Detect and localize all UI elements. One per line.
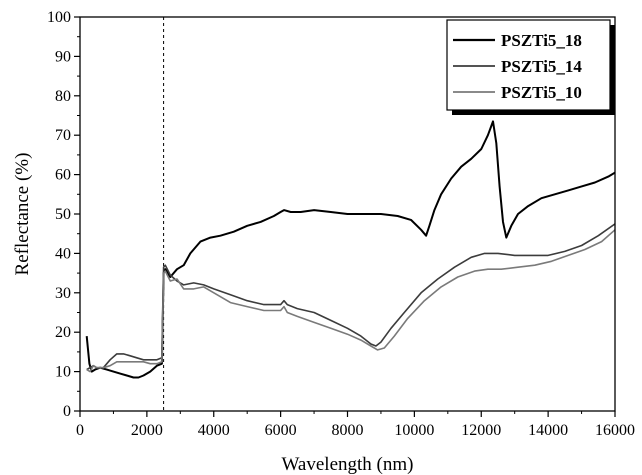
series-line-pszti5-18 <box>85 120 615 379</box>
x-axis-title: Wavelength (nm) <box>282 454 414 475</box>
y-tick-label: 10 <box>55 364 71 381</box>
x-tick-label: 4000 <box>198 422 230 439</box>
y-tick-label: 50 <box>55 206 71 223</box>
x-tick-label: 12000 <box>461 422 501 439</box>
series-lines <box>85 120 615 379</box>
y-tick-label: 60 <box>55 167 71 184</box>
y-tick-label: 100 <box>47 9 71 26</box>
y-tick-label: 20 <box>55 324 71 341</box>
y-tick-label: 70 <box>55 127 71 144</box>
x-tick-label: 16000 <box>595 422 635 439</box>
legend-label-pszti5-10: PSZTi5_10 <box>501 83 582 102</box>
x-tick-label: 2000 <box>131 422 163 439</box>
y-axis-title: Reflectance (%) <box>12 153 33 276</box>
y-tick-label: 80 <box>55 88 71 105</box>
y-tick-label: 90 <box>55 48 71 65</box>
plot-area <box>85 17 615 411</box>
y-tick-label: 0 <box>63 403 71 420</box>
axes: 0 2000 4000 6000 8000 10000 12000 14000 16000 0 10… <box>47 9 635 439</box>
legend: PSZTi5_18 PSZTi5_14 PSZTi5_10 <box>446 19 615 115</box>
x-tick-label: 8000 <box>332 422 364 439</box>
x-tick-label: 6000 <box>265 422 297 439</box>
x-tick-label: 14000 <box>528 422 568 439</box>
series-line-pszti5-14 <box>86 223 615 371</box>
legend-box <box>446 19 611 111</box>
x-tick-label: 0 <box>76 422 84 439</box>
y-tick-label: 40 <box>55 245 71 262</box>
legend-label-pszti5-18: PSZTi5_18 <box>501 31 582 50</box>
series-line-pszti5-10 <box>86 229 615 373</box>
legend-label-pszti5-14: PSZTi5_14 <box>501 57 582 76</box>
y-tick-label: 30 <box>55 285 71 302</box>
x-tick-label: 10000 <box>394 422 434 439</box>
